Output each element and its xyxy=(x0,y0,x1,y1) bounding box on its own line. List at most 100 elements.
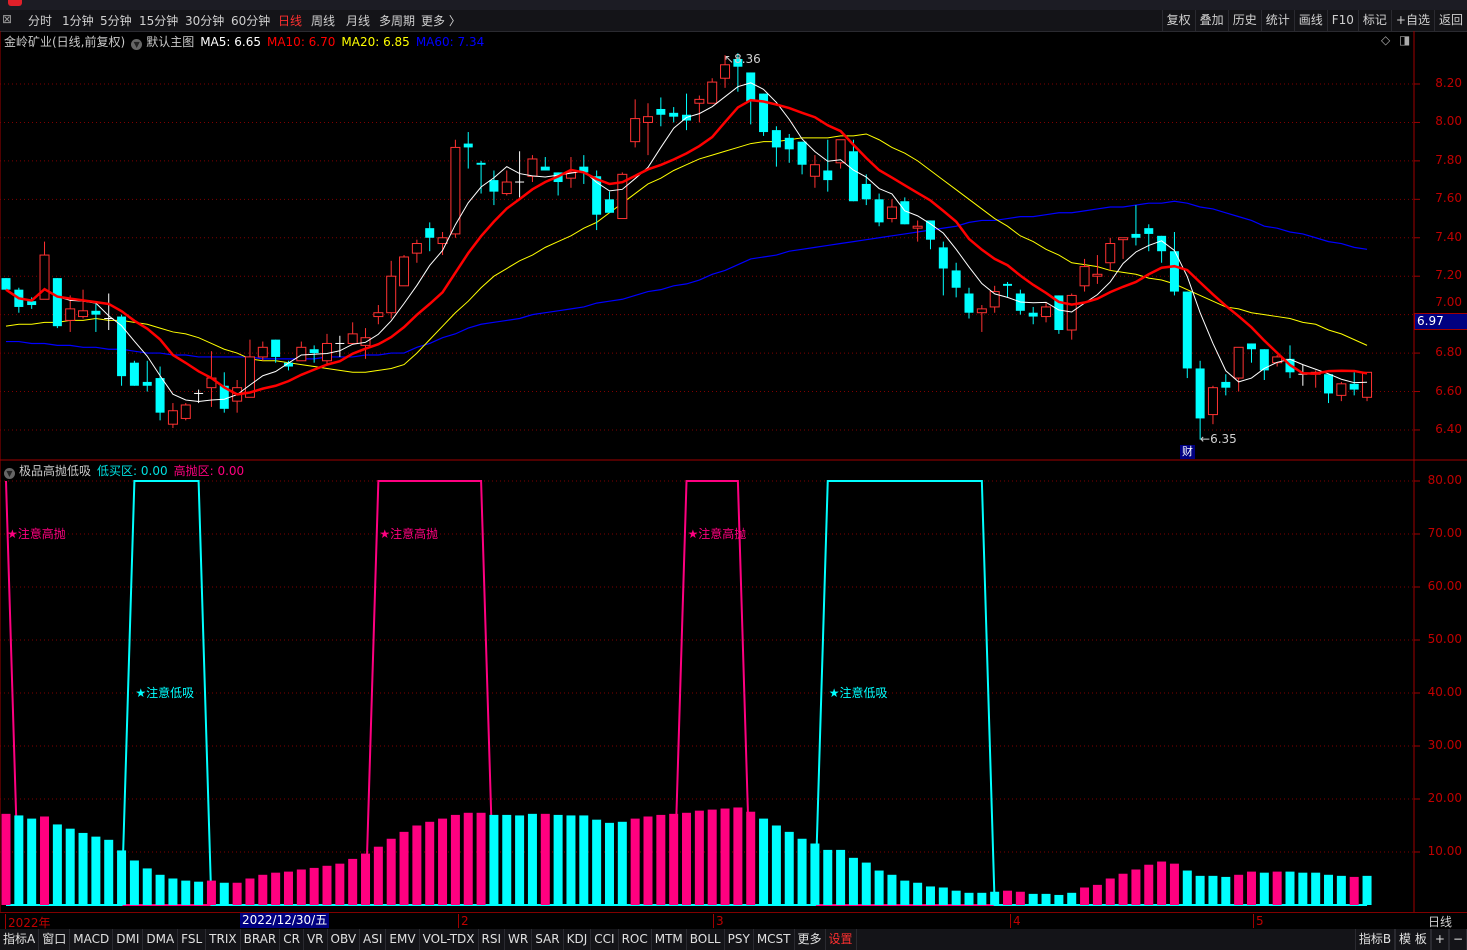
template-name[interactable]: 默认主图 xyxy=(146,35,195,49)
indicator-bar xyxy=(1041,893,1051,905)
indicator-tab-9[interactable]: VR xyxy=(304,929,328,950)
ma10-value: MA10: 6.70 xyxy=(266,35,336,49)
indicator-bar xyxy=(386,838,396,905)
indicator-bar xyxy=(784,831,794,905)
indicator-bar xyxy=(861,862,871,905)
indicator-tab-22[interactable]: PSY xyxy=(725,929,754,950)
period-tab-7[interactable]: 周线 xyxy=(311,14,336,28)
toolbar-button-6[interactable]: 标记 xyxy=(1357,10,1391,31)
toolbar-button-5[interactable]: F10 xyxy=(1326,10,1358,31)
indicator-bar xyxy=(194,881,204,905)
indicator-tab-2[interactable]: MACD xyxy=(70,929,114,950)
indicator-bar xyxy=(1003,890,1013,905)
bottom-right-button-1[interactable]: 模 板 xyxy=(1395,929,1431,950)
indicator-tab-12[interactable]: EMV xyxy=(386,929,420,950)
indicator-bar xyxy=(399,831,409,905)
candle-body xyxy=(938,247,948,269)
diamond-icon[interactable]: ◇ xyxy=(1381,33,1391,47)
toolbar-button-8[interactable]: 返回 xyxy=(1433,10,1467,31)
period-tab-4[interactable]: 30分钟 xyxy=(185,14,225,28)
period-tab-9[interactable]: 多周期 xyxy=(379,14,416,28)
indicator-bar xyxy=(604,822,614,905)
indicator-tab-16[interactable]: SAR xyxy=(532,929,564,950)
indicator-bar xyxy=(1169,863,1179,905)
period-tab-5[interactable]: 60分钟 xyxy=(231,14,271,28)
candle-body xyxy=(912,225,923,229)
indicator-bar xyxy=(1246,871,1256,905)
indicator-tab-5[interactable]: FSL xyxy=(178,929,207,950)
indicator-tab-6[interactable]: TRIX xyxy=(206,929,241,950)
indicator-tab-13[interactable]: VOL-TDX xyxy=(420,929,479,950)
toolbar-button-0[interactable]: 复权 xyxy=(1161,10,1195,31)
indicator-bar xyxy=(707,809,717,905)
period-tab-1[interactable]: 1分钟 xyxy=(62,14,94,28)
indicator-tab-3[interactable]: DMI xyxy=(113,929,144,950)
toolbar-button-3[interactable]: 统计 xyxy=(1260,10,1294,31)
candle-body xyxy=(1207,387,1218,416)
indicator-tab-25[interactable]: 设置 xyxy=(826,929,857,950)
indicator-tab-17[interactable]: KDJ xyxy=(564,929,592,950)
indicator-tab-11[interactable]: ASI xyxy=(360,929,387,950)
candle-body xyxy=(951,270,961,288)
period-tab-0[interactable]: 分时 xyxy=(28,14,53,28)
ma20-line xyxy=(5,133,1368,373)
candle-body xyxy=(707,81,718,104)
indicator-tab-20[interactable]: MTM xyxy=(652,929,687,950)
collapse-panel-icon[interactable]: ⊠ xyxy=(2,12,13,26)
indicator-tab-7[interactable]: BRAR xyxy=(241,929,281,950)
period-tab-2[interactable]: 5分钟 xyxy=(100,14,132,28)
panel-toggle-icon[interactable]: ◨ xyxy=(1399,33,1411,47)
candle-body xyxy=(900,201,910,225)
indicator-bar xyxy=(566,815,576,905)
toolbar-button-1[interactable]: 叠加 xyxy=(1194,10,1228,31)
bottom-right-button-3[interactable]: − xyxy=(1448,929,1467,950)
indicator-axis-label: 30.00 xyxy=(1427,738,1462,752)
indicator-dropdown-icon[interactable]: ▼ xyxy=(4,468,15,479)
bottom-right-button-0[interactable]: 指标B xyxy=(1354,929,1396,950)
high-sell-label: ★注意高抛 xyxy=(7,526,66,541)
candle-body xyxy=(180,404,191,419)
indicator-tab-8[interactable]: CR xyxy=(280,929,304,950)
indicator-tab-10[interactable]: OBV xyxy=(328,929,361,950)
period-tab-6[interactable]: 日线 xyxy=(278,14,303,28)
toolbar-button-7[interactable]: +自选 xyxy=(1390,10,1434,31)
indicator-tab-0[interactable]: 指标A xyxy=(0,929,40,950)
price-axis-label: 6.80 xyxy=(1435,345,1462,360)
indicator-tab-19[interactable]: ROC xyxy=(619,929,652,950)
indicator-tab-24[interactable]: 更多 xyxy=(795,929,826,950)
candle-body xyxy=(1349,383,1359,390)
indicator-bar xyxy=(1285,871,1295,905)
indicator-tab-4[interactable]: DMA xyxy=(143,929,179,950)
high-sell-label: ★注意高抛 xyxy=(379,526,438,541)
indicator-bar xyxy=(476,812,486,905)
indicator-bar xyxy=(258,874,268,905)
candle-body xyxy=(373,312,384,318)
candle-body xyxy=(694,98,705,104)
price-axis-label: 8.20 xyxy=(1435,76,1462,90)
indicator-axis-label: 20.00 xyxy=(1427,791,1462,805)
toolbar-button-4[interactable]: 画线 xyxy=(1293,10,1327,31)
candle-body xyxy=(746,72,756,102)
period-tab-10[interactable]: 更多 〉 xyxy=(421,14,461,28)
bottom-right-button-2[interactable]: + xyxy=(1430,929,1449,950)
template-dropdown-icon[interactable]: ▼ xyxy=(131,39,143,50)
indicator-title[interactable]: 极品高抛低吸 xyxy=(19,464,92,478)
period-tab-8[interactable]: 月线 xyxy=(346,14,371,28)
toolbar-button-2[interactable]: 历史 xyxy=(1227,10,1261,31)
indicator-bar xyxy=(1105,878,1115,905)
candle-body xyxy=(1362,371,1373,398)
indicator-tab-18[interactable]: CCI xyxy=(591,929,619,950)
indicator-tab-1[interactable]: 窗口 xyxy=(39,929,71,950)
finance-badge[interactable]: 财 xyxy=(1180,445,1195,459)
indicator-bar xyxy=(925,886,935,905)
indicator-tab-23[interactable]: MCST xyxy=(754,929,795,950)
indicator-bar xyxy=(335,863,345,905)
period-tab-3[interactable]: 15分钟 xyxy=(139,14,179,28)
indicator-tab-21[interactable]: BOLL xyxy=(687,929,725,950)
indicator-bar xyxy=(450,814,460,905)
indicator-tab-14[interactable]: RSI xyxy=(479,929,506,950)
indicator-bar xyxy=(1324,874,1334,905)
indicator-tab-15[interactable]: WR xyxy=(505,929,533,950)
candle-body xyxy=(437,237,448,245)
